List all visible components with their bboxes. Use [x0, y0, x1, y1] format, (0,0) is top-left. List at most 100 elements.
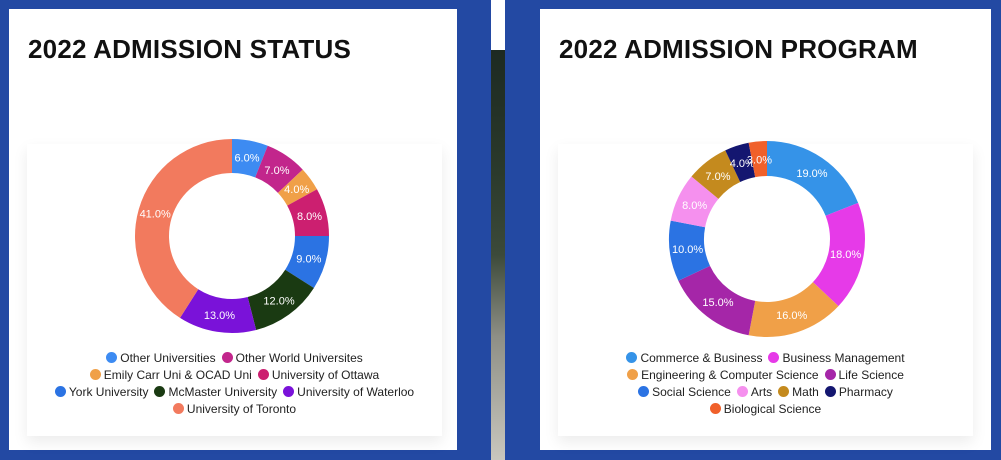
slice-data-label: 16.0% [776, 310, 807, 322]
legend-swatch [824, 369, 836, 380]
legend-label: University of Toronto [186, 402, 297, 416]
slice-engineering-computer-science[interactable] [748, 282, 839, 337]
slice-mcmaster-university[interactable] [247, 269, 314, 330]
legend-label: Arts [750, 385, 773, 399]
legend-label: University of Waterloo [297, 385, 415, 399]
legend-label: Commerce & Business [640, 351, 763, 365]
slice-university-of-ottawa[interactable] [287, 189, 329, 236]
slice-data-label: 19.0% [796, 168, 827, 180]
legend-swatch [768, 352, 780, 363]
slice-other-world-universites[interactable] [255, 145, 303, 193]
legend-item-university-of-toronto[interactable]: University of Toronto [172, 401, 297, 418]
slice-arts[interactable] [670, 176, 719, 228]
background-photo [491, 50, 505, 460]
slice-data-label: 8.0% [297, 211, 322, 223]
legend-row: University of Toronto [27, 401, 442, 418]
legend-label: York University [68, 385, 149, 399]
legend-swatch [626, 352, 638, 363]
slice-data-label: 6.0% [234, 152, 259, 164]
legend-item-university-of-ottawa[interactable]: University of Ottawa [257, 367, 380, 384]
legend-item-engineering-computer-science[interactable]: Engineering & Computer Science [627, 367, 819, 384]
slice-data-label: 15.0% [702, 297, 733, 309]
slice-data-label: 4.0% [284, 184, 309, 196]
legend-swatch [736, 386, 748, 397]
admission-program-panel: 2022 ADMISSION PROGRAM 19.0% 18.0% 16.0% 15… [540, 9, 991, 450]
legend-item-other-universities[interactable]: Other Universities [106, 350, 216, 367]
legend-label: Other Universities [120, 351, 216, 365]
legend-row: Engineering & Computer Science Life Scien… [558, 367, 973, 384]
slice-emily-carr-uni-ocad-uni[interactable] [277, 169, 318, 206]
legend-swatch [283, 386, 295, 397]
chart-title: 2022 ADMISSION STATUS [28, 34, 352, 64]
legend-swatch [172, 403, 184, 414]
slice-business-management[interactable] [812, 202, 865, 307]
legend-row: Social Science Arts Math Pharmacy [558, 384, 973, 401]
legend-label: Pharmacy [838, 385, 893, 399]
legend-row: York University McMaster University Univer… [27, 384, 442, 401]
legend-item-mcmaster-university[interactable]: McMaster University [154, 384, 277, 401]
legend-label: Math [792, 385, 819, 399]
legend-swatch [154, 386, 166, 397]
slice-data-label: 12.0% [263, 296, 294, 308]
slice-life-science[interactable] [678, 265, 756, 336]
slice-data-label: 41.0% [140, 209, 171, 221]
slice-university-of-toronto[interactable] [134, 139, 232, 318]
legend-item-life-science[interactable]: Life Science [824, 367, 904, 384]
legend-item-commerce-business[interactable]: Commerce & Business [626, 350, 762, 367]
legend-item-social-science[interactable]: Social Science [638, 384, 731, 401]
legend-item-pharmacy[interactable]: Pharmacy [824, 384, 893, 401]
slice-other-universities[interactable] [232, 139, 268, 178]
slice-data-label: 9.0% [296, 253, 321, 265]
chart-title: 2022 ADMISSION PROGRAM [559, 34, 918, 64]
legend-swatch [221, 352, 233, 363]
admission-status-donut-chart: 6.0% 7.0% 4.0% 8.0% 9.0% 12.0% 13.0% 41.0% [134, 139, 329, 333]
slice-data-label: 10.0% [672, 244, 703, 256]
legend-label: Life Science [838, 368, 904, 382]
slice-university-of-waterloo[interactable] [180, 289, 257, 333]
slice-social-science[interactable] [669, 220, 710, 281]
slice-york-university[interactable] [285, 236, 329, 288]
legend-item-other-world-universites[interactable]: Other World Universites [221, 350, 363, 367]
legend-swatch [627, 369, 639, 380]
chart-legend: Other Universities Other World Universite… [27, 350, 442, 418]
legend-label: Engineering & Computer Science [641, 368, 819, 382]
legend-row: Emily Carr Uni & OCAD Uni University of O… [27, 367, 442, 384]
legend-item-university-of-waterloo[interactable]: University of Waterloo [283, 384, 414, 401]
legend-item-business-management[interactable]: Business Management [768, 350, 905, 367]
legend-item-math[interactable]: Math [778, 384, 819, 401]
slice-pharmacy[interactable] [725, 142, 756, 182]
legend-label: Emily Carr Uni & OCAD Uni [103, 368, 252, 382]
slice-data-label: 18.0% [830, 249, 861, 261]
legend-swatch [54, 386, 66, 397]
admission-program-donut-chart: 19.0% 18.0% 16.0% 15.0% 10.0% 8.0% 7.0%4.0%3.0… [669, 141, 865, 337]
legend-row: Other Universities Other World Universite… [27, 350, 442, 367]
legend-item-biological-science[interactable]: Biological Science [709, 401, 821, 418]
slice-data-label: 4.0% [730, 158, 755, 170]
legend-item-arts[interactable]: Arts [736, 384, 773, 401]
legend-swatch [257, 369, 269, 380]
chart-card [27, 144, 442, 436]
slice-math[interactable] [691, 150, 741, 199]
slice-data-label: 8.0% [682, 200, 707, 212]
slice-data-label: 7.0% [705, 171, 730, 183]
slice-data-label: 13.0% [204, 310, 235, 322]
slice-biological-science[interactable] [748, 141, 767, 178]
legend-item-york-university[interactable]: York University [54, 384, 149, 401]
legend-label: McMaster University [168, 385, 278, 399]
legend-swatch [824, 386, 836, 397]
legend-swatch [89, 369, 101, 380]
legend-item-emily-carr-uni-ocad-uni[interactable]: Emily Carr Uni & OCAD Uni [89, 367, 252, 384]
chart-legend: Commerce & Business Business Management En… [558, 350, 973, 418]
legend-swatch [106, 352, 118, 363]
legend-swatch [709, 403, 721, 414]
legend-label: Other World Universites [235, 351, 363, 365]
legend-swatch [778, 386, 790, 397]
legend-label: University of Ottawa [271, 368, 380, 382]
slice-data-label: 7.0% [264, 165, 289, 177]
legend-swatch [638, 386, 650, 397]
slice-data-label: 3.0% [747, 154, 772, 166]
chart-card [558, 144, 973, 436]
admission-status-panel: 2022 ADMISSION STATUS 6.0% 7.0% 4.0% 8.0% 9.… [9, 9, 457, 450]
slice-commerce-business[interactable] [767, 141, 859, 216]
legend-label: Social Science [652, 385, 731, 399]
